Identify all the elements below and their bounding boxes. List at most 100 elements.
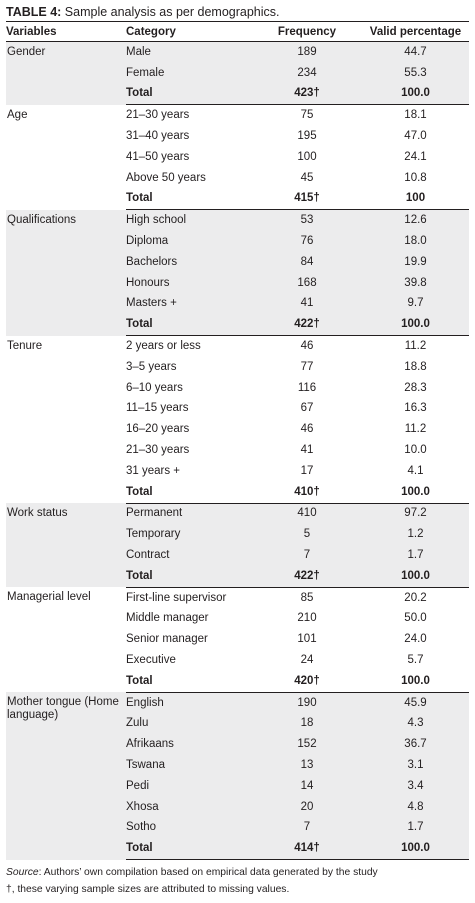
percentage-cell: 39.8	[362, 272, 469, 294]
table-row: Tenure 2 years or less 46 11.2	[6, 336, 469, 357]
header-variables: Variables	[6, 21, 126, 42]
table-row: Executive 24 5.7	[6, 650, 469, 671]
frequency-cell: 101	[297, 633, 317, 646]
percentage-cell: 20.2	[404, 591, 427, 604]
table-row: Diploma 76 18.0	[6, 231, 469, 252]
percentage-cell: 18.0	[362, 231, 469, 252]
percentage-cell: 19.9	[362, 251, 469, 273]
category-cell: 31 years +	[126, 464, 181, 477]
frequency-cell: 76	[252, 231, 362, 252]
frequency-cell: 410	[252, 503, 362, 525]
table-row: 31–40 years 195 47.0	[6, 126, 469, 147]
category-cell: Executive	[126, 654, 176, 666]
group-work-status: Work status Permanent 410 97.2 Temporary 5 1.2…	[6, 503, 469, 588]
category-cell: Tswana	[126, 755, 252, 776]
percentage-cell: 5.7	[407, 654, 424, 666]
table-row: Pedi 14 3.4	[6, 775, 469, 797]
group-mother-tongue-home-language: Mother tongue (Home language) English 190 4…	[6, 692, 469, 861]
frequency-cell: 18	[252, 713, 362, 735]
table-row: Age 21–30 years 75 18.1	[6, 105, 469, 126]
percentage-cell: 3.4	[362, 775, 469, 797]
category-cell: Contract	[126, 545, 252, 566]
table-row: Work status Permanent 410 97.2	[6, 503, 469, 588]
table-caption: TABLE 4: Sample analysis as per demograp…	[6, 4, 469, 21]
category-cell: Male	[126, 41, 252, 63]
frequency-cell: 168	[252, 272, 362, 294]
table-row: Senior manager 101 24.0	[6, 629, 469, 650]
table-row: 21–30 years 41 10.0	[6, 440, 469, 461]
frequency-cell: 46	[300, 340, 314, 353]
frequency-cell: 423†	[252, 83, 362, 106]
header-row: Variables Category Frequency Valid perce…	[6, 21, 469, 42]
category-cell: High school	[126, 209, 252, 232]
percentage-cell: 16.3	[404, 402, 427, 415]
category-cell: Pedi	[126, 775, 252, 797]
frequency-cell: 20	[252, 796, 362, 818]
variable-cell: Mother tongue (Home language)	[6, 692, 126, 860]
category-cell: 41–50 years	[126, 150, 190, 163]
percentage-cell: 100.0	[362, 565, 469, 588]
category-cell: Senior manager	[126, 633, 208, 646]
category-cell: Diploma	[126, 231, 252, 252]
variable-cell: Gender	[6, 41, 126, 105]
variable-cell: Managerial level	[7, 591, 91, 604]
percentage-cell: 45.9	[362, 692, 469, 714]
source-label: Source	[6, 867, 39, 879]
category-cell: Total	[126, 188, 252, 211]
percentage-cell: 4.1	[407, 464, 424, 477]
percentage-cell: 24.0	[404, 633, 427, 646]
table-row: Temporary 5 1.2	[6, 524, 469, 546]
frequency-cell: 422†	[252, 565, 362, 588]
total-row: Total 410† 100.0	[6, 481, 469, 504]
table-row: Above 50 years 45 10.8	[6, 168, 469, 189]
table-figure: TABLE 4: Sample analysis as per demograp…	[6, 0, 469, 898]
header-category: Category	[126, 21, 252, 42]
category-cell: Honours	[126, 272, 252, 294]
total-row: Total 414† 100.0	[6, 838, 469, 861]
percentage-cell: 12.6	[362, 209, 469, 232]
category-cell: Above 50 years	[126, 171, 206, 184]
percentage-cell: 47.0	[404, 130, 427, 143]
percentage-cell: 11.2	[404, 423, 427, 436]
category-cell: Female	[126, 62, 252, 84]
frequency-cell: 7	[252, 545, 362, 566]
percentage-cell: 1.7	[362, 545, 469, 566]
frequency-cell: 17	[300, 464, 314, 477]
category-cell: Zulu	[126, 713, 252, 735]
frequency-cell: 75	[300, 109, 314, 122]
total-row: Total 420† 100.0	[6, 670, 469, 693]
percentage-cell: 4.8	[362, 796, 469, 818]
table-row: Qualifications High school 53 12.6	[6, 209, 469, 336]
category-cell: First-line supervisor	[126, 591, 227, 604]
source-note: Source: Authors’ own compilation based o…	[6, 864, 469, 881]
percentage-cell: 36.7	[362, 734, 469, 756]
frequency-cell: 5	[252, 524, 362, 546]
table-row: Female 234 55.3	[6, 62, 469, 84]
table-row: Contract 7 1.7	[6, 545, 469, 566]
category-cell: 21–30 years	[126, 444, 190, 457]
table-row: 16–20 years 46 11.2	[6, 419, 469, 440]
category-cell: Total	[126, 314, 252, 337]
frequency-cell: 422†	[252, 314, 362, 337]
dagger-note: †, these varying sample sizes are attrib…	[6, 884, 290, 896]
group-age: Age 21–30 years 75 18.1 31–40 years 195 47.0 41…	[6, 105, 469, 211]
frequency-cell: 116	[297, 381, 317, 394]
frequency-cell: 67	[300, 402, 314, 415]
caption-label: TABLE 4:	[6, 5, 62, 19]
table-row: 6–10 years 116 28.3	[6, 378, 469, 399]
category-cell: Afrikaans	[126, 734, 252, 756]
header-frequency: Frequency	[252, 21, 362, 42]
frequency-cell: 46	[300, 423, 314, 436]
percentage-cell: 11.2	[404, 340, 427, 353]
variable-cell: Work status	[6, 503, 126, 588]
group-qualifications: Qualifications High school 53 12.6 Diploma 76…	[6, 209, 469, 337]
category-cell: 21–30 years	[126, 109, 190, 122]
total-row: Total 422† 100.0	[6, 314, 469, 337]
table-row: Zulu 18 4.3	[6, 713, 469, 735]
table-row: Tswana 13 3.1	[6, 755, 469, 776]
frequency-cell: 53	[252, 209, 362, 232]
percentage-cell: 55.3	[362, 62, 469, 84]
table-row: 3–5 years 77 18.8	[6, 357, 469, 378]
category-cell: Masters +	[126, 293, 252, 315]
frequency-cell: 415†	[252, 188, 362, 211]
